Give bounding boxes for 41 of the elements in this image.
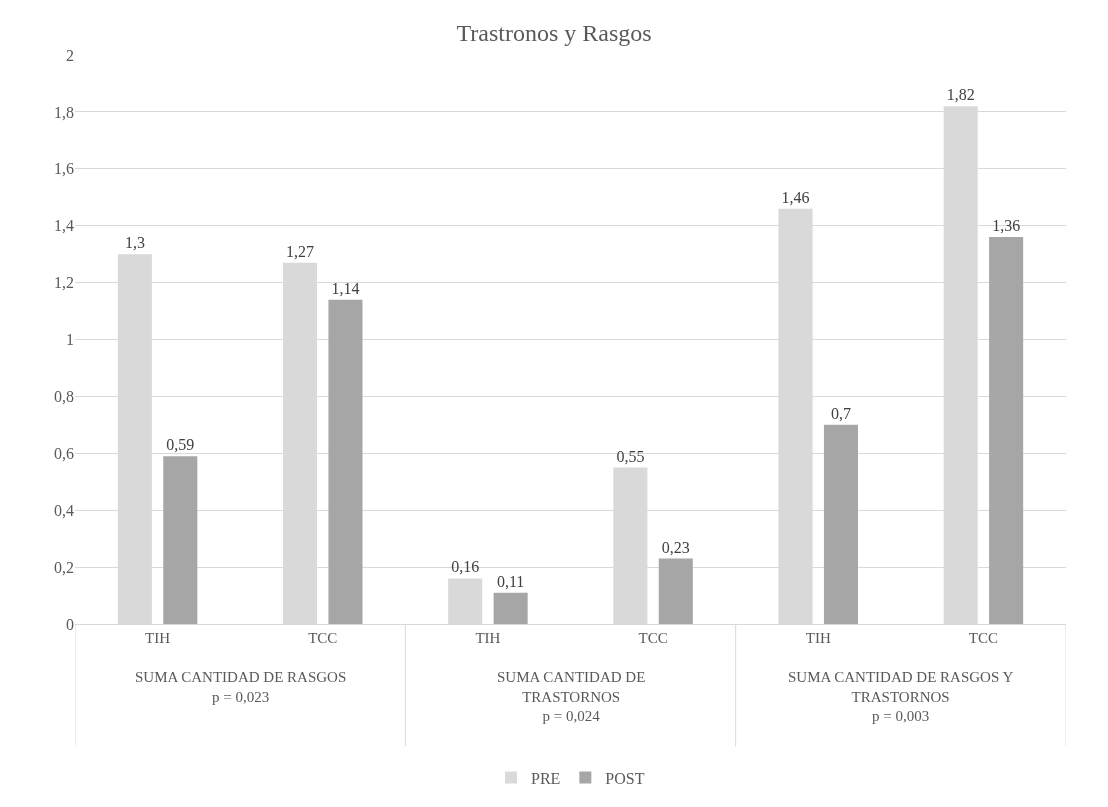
y-tick-label: 0,2 xyxy=(54,558,74,576)
data-label: 0,59 xyxy=(166,436,195,454)
bar xyxy=(989,237,1024,624)
data-label: 0,16 xyxy=(451,558,480,576)
data-label: 1,3 xyxy=(124,234,145,252)
y-tick-label: 1,4 xyxy=(54,217,74,235)
data-label: 0,11 xyxy=(496,572,525,590)
bar xyxy=(658,558,693,624)
bar xyxy=(163,456,198,624)
x-tick-label: TIH xyxy=(805,630,831,646)
y-tick-label: 0,8 xyxy=(54,388,74,405)
data-label: 1,46 xyxy=(781,188,810,206)
y-tick-label: 2 xyxy=(66,46,74,64)
data-label: 1,36 xyxy=(992,217,1021,235)
data-label: 0,7 xyxy=(830,404,851,422)
data-label: 1,82 xyxy=(946,86,975,104)
x-tick-label: TCC xyxy=(638,630,668,646)
x-tick-label: TIH xyxy=(475,630,501,646)
y-tick-label: 0,6 xyxy=(54,444,74,462)
data-label: 1,14 xyxy=(331,279,360,297)
data-label: 0,23 xyxy=(661,538,690,556)
y-tick-label: 1,8 xyxy=(54,103,74,121)
bar xyxy=(823,424,858,624)
data-label: 0,55 xyxy=(616,447,645,465)
legend-label: PRE xyxy=(531,769,561,787)
text: SUMA CANTIDAD DE RASGOS p = 0,023 xyxy=(135,669,347,705)
x-tick-label: TCC xyxy=(308,630,338,646)
x-tick-label: TIH xyxy=(145,630,171,646)
y-tick-label: 1,6 xyxy=(54,160,74,178)
text: SUMA CANTIDAD DE TRASTORNOS p = 0,024 xyxy=(497,669,646,724)
bar xyxy=(493,592,528,624)
data-label: 1,27 xyxy=(286,242,315,260)
legend-label: POST xyxy=(605,769,645,787)
y-tick-label: 1 xyxy=(66,331,74,349)
y-tick-label: 0,4 xyxy=(54,501,74,519)
text: SUMA CANTIDAD DE RASGOS Y TRASTORNOS p = 0,003 xyxy=(788,669,1014,724)
y-tick-label: 1,2 xyxy=(54,274,74,292)
bar xyxy=(328,299,363,624)
x-tick-label: TCC xyxy=(968,630,999,646)
chart-title: Trastronos y Rasgos xyxy=(456,19,652,46)
y-tick-label: 0 xyxy=(66,615,74,633)
